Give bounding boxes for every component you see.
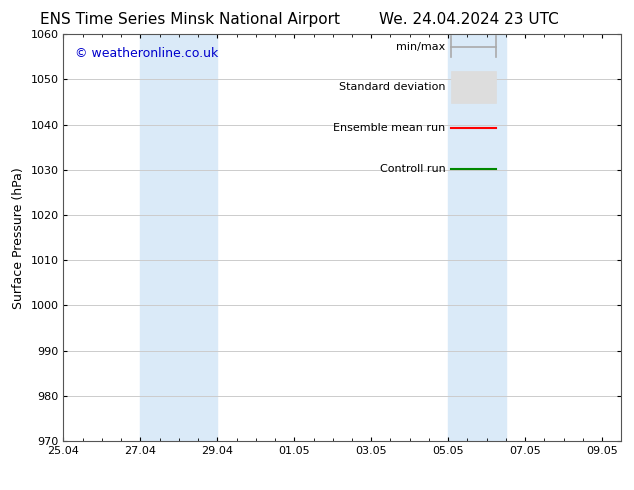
- Bar: [451, 71, 496, 103]
- Text: Ensemble mean run: Ensemble mean run: [333, 123, 446, 133]
- Y-axis label: Surface Pressure (hPa): Surface Pressure (hPa): [12, 167, 25, 309]
- Bar: [140, 34, 217, 441]
- Bar: [448, 34, 506, 441]
- Text: Standard deviation: Standard deviation: [339, 82, 446, 92]
- Text: min/max: min/max: [396, 42, 446, 51]
- Text: ENS Time Series Minsk National Airport: ENS Time Series Minsk National Airport: [40, 12, 340, 27]
- Text: © weatheronline.co.uk: © weatheronline.co.uk: [75, 47, 218, 59]
- Text: Controll run: Controll run: [380, 164, 446, 173]
- Text: We. 24.04.2024 23 UTC: We. 24.04.2024 23 UTC: [379, 12, 559, 27]
